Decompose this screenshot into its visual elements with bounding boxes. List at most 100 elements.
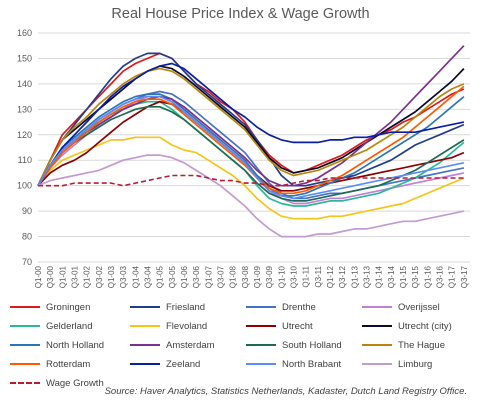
x-tick-label: Q3-08: [241, 265, 250, 288]
legend-label: North Brabant: [282, 358, 342, 370]
y-tick-label: 120: [17, 130, 32, 140]
x-tick-label: Q1-06: [180, 265, 189, 288]
legend-swatch: [246, 363, 276, 365]
legend-swatch: [246, 344, 276, 346]
x-tick-label: Q1-07: [204, 265, 213, 288]
legend-item: Friesland: [130, 300, 205, 314]
x-tick-label: Q3-03: [119, 265, 128, 288]
x-tick-label: Q3-02: [95, 265, 104, 288]
y-tick-label: 100: [17, 181, 32, 191]
x-tick-label: Q1-13: [350, 265, 359, 288]
legend-label: Groningen: [46, 301, 91, 313]
series-line-friesland: [37, 52, 465, 187]
legend-label: Overijssel: [398, 301, 440, 313]
y-tick-label: 70: [22, 257, 32, 267]
x-tick-label: Q1-10: [277, 265, 286, 288]
y-tick-label: 150: [17, 53, 32, 63]
legend-swatch: [362, 325, 392, 327]
series-line-south-holland: [37, 105, 465, 202]
series-lines: [37, 45, 465, 238]
x-tick-label: Q3-12: [338, 265, 347, 288]
x-tick-label: Q3-15: [411, 265, 420, 288]
legend-label: The Hague: [398, 339, 446, 351]
series-line-amsterdam: [37, 45, 465, 187]
y-tick-label: 160: [17, 28, 32, 38]
legend-swatch: [130, 306, 160, 308]
x-tick-label: Q1-01: [58, 265, 67, 288]
legend-item: North Holland: [10, 338, 104, 352]
legend-label: Zeeland: [166, 358, 201, 370]
legend-swatch: [362, 363, 392, 365]
legend-item: South Holland: [246, 338, 342, 352]
legend-item: Gelderland: [10, 319, 92, 333]
x-tick-label: Q1-12: [326, 265, 335, 288]
x-tick-label: Q1-09: [253, 265, 262, 288]
legend-label: South Holland: [282, 339, 342, 351]
legend-swatch: [10, 382, 40, 384]
legend-item: Drenthe: [246, 300, 316, 314]
x-tick-label: Q1-11: [302, 265, 311, 287]
legend-swatch: [10, 306, 40, 308]
x-tick-label: Q3-07: [217, 265, 226, 288]
legend-label: Utrecht (city): [398, 320, 452, 332]
legend-swatch: [246, 306, 276, 308]
legend-label: Gelderland: [46, 320, 93, 332]
x-tick-label: Q3-01: [71, 265, 80, 288]
x-tick-label: Q3-10: [290, 265, 299, 288]
legend-swatch: [130, 363, 160, 365]
x-tick-label: Q1-03: [107, 265, 116, 288]
series-line-utrecht-city: [37, 65, 465, 187]
series-line-zeeland: [37, 62, 465, 187]
x-tick-label: Q3-16: [436, 265, 445, 288]
legend-swatch: [10, 363, 40, 365]
legend-item: Rotterdam: [10, 357, 90, 371]
x-tick-label: Q3-06: [192, 265, 201, 288]
x-tick-label: Q1-05: [156, 265, 165, 288]
legend-label: Drenthe: [282, 301, 316, 313]
x-tick-label: Q1-17: [448, 265, 457, 288]
legend-label: Limburg: [398, 358, 433, 370]
series-line-limburg: [37, 154, 465, 238]
x-tick-label: Q1-04: [131, 265, 140, 288]
legend-label: Rotterdam: [46, 358, 91, 370]
x-axis: Q1-00 Q3-00 Q1-01 Q3-01 Q1-02 Q3-02 Q1-03 Q3-03…: [34, 265, 469, 288]
legend-label: Flevoland: [166, 320, 208, 332]
x-tick-label: Q3-04: [144, 265, 153, 288]
legend-swatch: [246, 325, 276, 327]
legend-label: Utrecht: [282, 320, 313, 332]
legend-label: Amsterdam: [166, 339, 215, 351]
x-tick-label: Q1-16: [423, 265, 432, 288]
x-tick-label: Q1-14: [375, 265, 384, 288]
x-tick-label: Q3-05: [168, 265, 177, 288]
series-line-the-hague: [37, 67, 465, 187]
chart-title: Real House Price Index & Wage Growth: [111, 6, 370, 22]
x-tick-label: Q3-14: [387, 265, 396, 288]
legend-item: The Hague: [362, 338, 445, 352]
legend-item: Wage Growth: [10, 376, 104, 390]
y-tick-label: 110: [18, 155, 32, 165]
x-tick-label: Q1-02: [83, 265, 92, 288]
legend-item: Limburg: [362, 357, 432, 371]
legend-swatch: [362, 306, 392, 308]
series-line-north-holland: [37, 93, 465, 197]
series-line-north-brabant: [37, 95, 465, 200]
legend-label: Wage Growth: [46, 377, 104, 389]
legend-label: North Holland: [46, 339, 105, 351]
legend-swatch: [130, 325, 160, 327]
y-tick-label: 130: [17, 104, 32, 114]
chart-source-note: Source: Haver Analytics, Statistics Neth…: [104, 386, 467, 397]
x-tick-label: Q3-17: [460, 265, 469, 288]
legend-swatch: [362, 344, 392, 346]
y-axis: 70 80 90 100 110 120 130 140 150 160: [17, 28, 32, 267]
legend-item: Zeeland: [130, 357, 200, 371]
legend-item: Overijssel: [362, 300, 440, 314]
y-tick-label: 80: [22, 232, 32, 242]
legend-swatch: [10, 325, 40, 327]
gridlines: [38, 32, 470, 263]
legend-label: Friesland: [166, 301, 206, 313]
x-tick-label: Q3-11: [314, 265, 323, 287]
legend-item: Amsterdam: [130, 338, 215, 352]
x-tick-label: Q1-15: [399, 265, 408, 288]
series-line-flevoland: [37, 136, 465, 220]
